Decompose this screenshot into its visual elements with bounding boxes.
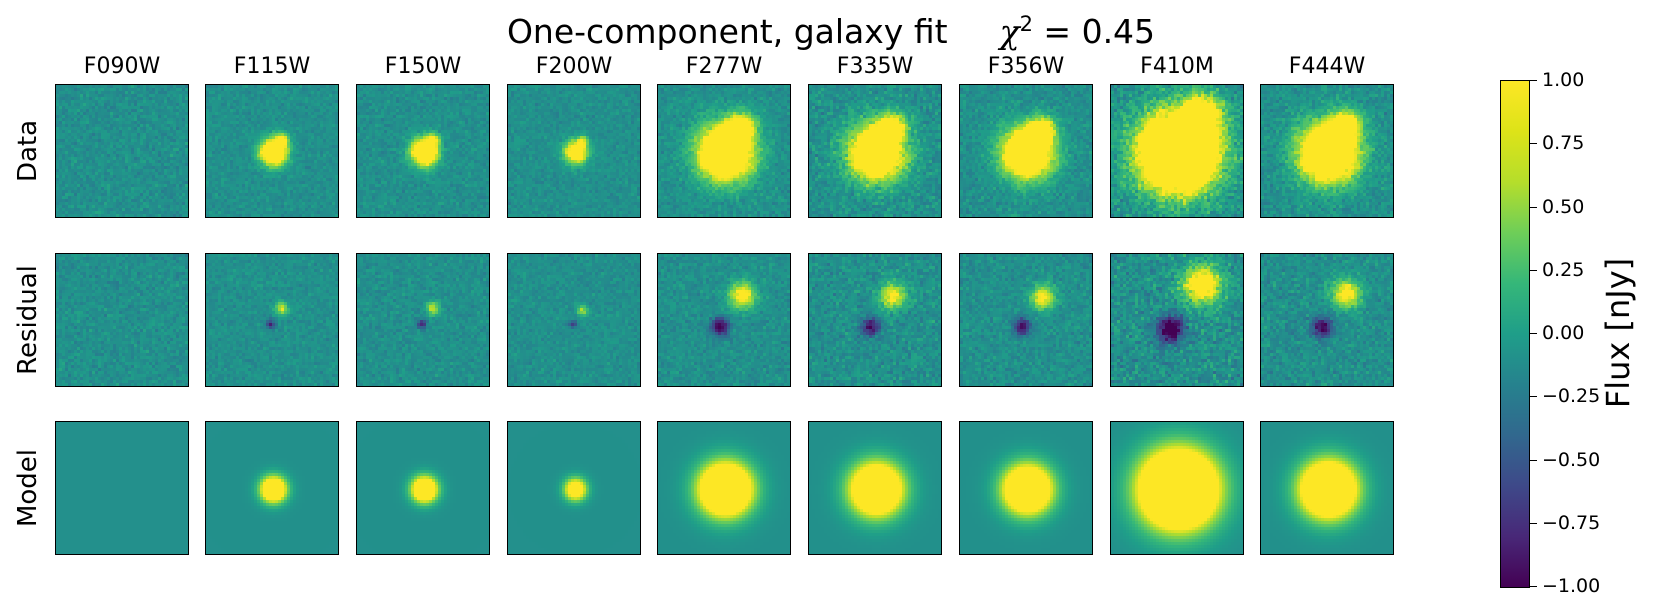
colorbar-tick-label: 0.50: [1542, 195, 1585, 218]
colorbar-tick-label: 0.00: [1542, 322, 1585, 344]
panel-residual-f410m: [1110, 253, 1244, 387]
colorbar-tick: [1530, 206, 1537, 208]
colorbar-tick-label: −0.75: [1542, 511, 1601, 534]
colorbar-label: Flux [nJy]: [1599, 257, 1637, 409]
panel-data-f150w: [356, 84, 490, 218]
row-label-residual: Residual: [13, 265, 43, 375]
colorbar-tick: [1530, 586, 1537, 587]
panel-data-f115w: [205, 84, 339, 218]
panel-data-f200w: [507, 84, 641, 218]
colorbar-tick: [1530, 396, 1537, 398]
column-label-f410m: F410M: [1140, 54, 1214, 79]
chi2-symbol: χ: [999, 12, 1020, 51]
colorbar-tick-label: −0.25: [1542, 385, 1601, 408]
colorbar-tick-label: −1.00: [1542, 575, 1601, 597]
colorbar-tick: [1530, 459, 1537, 461]
column-label-f356w: F356W: [987, 54, 1065, 79]
panel-model-f444w: [1260, 421, 1394, 555]
column-label-f444w: F444W: [1288, 54, 1366, 79]
panel-residual-f277w: [657, 253, 791, 387]
colorbar-tick: [1530, 80, 1537, 81]
colorbar-tick: [1530, 333, 1537, 334]
panel-residual-f115w: [205, 253, 339, 387]
panel-model-f335w: [808, 421, 942, 555]
column-label-f150w: F150W: [384, 54, 462, 79]
panel-residual-f335w: [808, 253, 942, 387]
row-label-model: Model: [13, 448, 44, 528]
colorbar-tick-label: −0.50: [1542, 448, 1601, 471]
colorbar-tick-label: 0.75: [1542, 132, 1585, 155]
colorbar: [1500, 80, 1530, 588]
chart-title: One-component, galaxy fit χ2 = 0.45: [506, 12, 1156, 51]
colorbar-tick-label: 1.00: [1542, 69, 1585, 91]
column-label-f335w: F335W: [836, 54, 914, 79]
panel-data-f335w: [808, 84, 942, 218]
panel-data-f356w: [959, 84, 1093, 218]
panel-residual-f200w: [507, 253, 641, 387]
column-label-f277w: F277W: [685, 54, 763, 79]
panel-model-f200w: [507, 421, 641, 555]
panel-residual-f444w: [1260, 253, 1394, 387]
panel-model-f150w: [356, 421, 490, 555]
colorbar-tick: [1530, 269, 1537, 271]
panel-data-f444w: [1260, 84, 1394, 218]
panel-residual-f356w: [959, 253, 1093, 387]
panel-model-f115w: [205, 421, 339, 555]
colorbar-tick-label: 0.25: [1542, 258, 1585, 281]
panel-data-f090w: [55, 84, 189, 218]
panel-data-f410m: [1110, 84, 1244, 218]
colorbar-tick: [1530, 143, 1537, 145]
chi2-value: = 0.45: [1032, 12, 1156, 51]
panel-residual-f150w: [356, 253, 490, 387]
panel-model-f090w: [55, 421, 189, 555]
title-text: One-component, galaxy fit: [506, 12, 948, 51]
row-label-data: Data: [13, 119, 43, 183]
panel-model-f356w: [959, 421, 1093, 555]
panel-model-f410m: [1110, 421, 1244, 555]
panel-model-f277w: [657, 421, 791, 555]
panel-residual-f090w: [55, 253, 189, 387]
panel-data-f277w: [657, 84, 791, 218]
column-label-f090w: F090W: [83, 54, 161, 79]
column-label-f200w: F200W: [535, 54, 613, 79]
colorbar-tick: [1530, 522, 1537, 524]
column-label-f115w: F115W: [233, 54, 311, 79]
